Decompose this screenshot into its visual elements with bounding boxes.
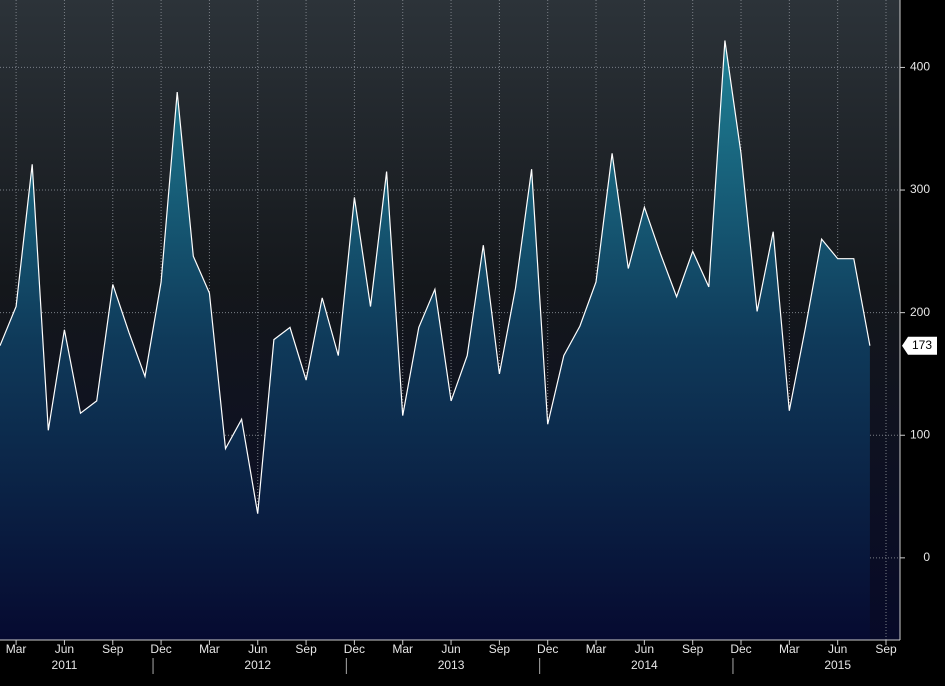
x-tick-label: Mar bbox=[6, 642, 27, 656]
year-label: 2014 bbox=[631, 658, 658, 672]
x-tick-label: Dec bbox=[730, 642, 751, 656]
last-value-label: 173 bbox=[912, 338, 932, 352]
y-tick-label: 400 bbox=[910, 60, 930, 74]
x-tick-label: Sep bbox=[489, 642, 511, 656]
x-tick-label: Jun bbox=[441, 642, 460, 656]
x-tick-label: Mar bbox=[199, 642, 220, 656]
x-tick-label: Mar bbox=[392, 642, 413, 656]
axis-background bbox=[0, 640, 945, 681]
x-tick-label: Sep bbox=[682, 642, 704, 656]
year-label: 2011 bbox=[52, 658, 78, 672]
x-tick-label: Dec bbox=[150, 642, 171, 656]
y-tick-label: 300 bbox=[910, 182, 930, 196]
year-label: 2013 bbox=[438, 658, 465, 672]
x-tick-label: Mar bbox=[586, 642, 607, 656]
x-tick-label: Jun bbox=[828, 642, 847, 656]
x-tick-label: Jun bbox=[248, 642, 267, 656]
y-tick-label: 100 bbox=[910, 427, 930, 441]
x-tick-label: Jun bbox=[635, 642, 654, 656]
x-tick-label: Sep bbox=[875, 642, 897, 656]
year-label: 2015 bbox=[824, 658, 851, 672]
area bbox=[0, 40, 870, 640]
last-value-box bbox=[902, 336, 937, 355]
x-tick-label: Sep bbox=[102, 642, 124, 656]
x-tick-label: Dec bbox=[537, 642, 558, 656]
y-tick-label: 0 bbox=[923, 550, 930, 564]
line bbox=[0, 40, 871, 514]
y-tick-label: 200 bbox=[910, 305, 930, 319]
x-tick-label: Sep bbox=[295, 642, 317, 656]
year-label: 2012 bbox=[244, 658, 271, 672]
x-tick-label: Jun bbox=[55, 642, 74, 656]
x-tick-label: Dec bbox=[344, 642, 365, 656]
x-tick-label: Mar bbox=[779, 642, 800, 656]
